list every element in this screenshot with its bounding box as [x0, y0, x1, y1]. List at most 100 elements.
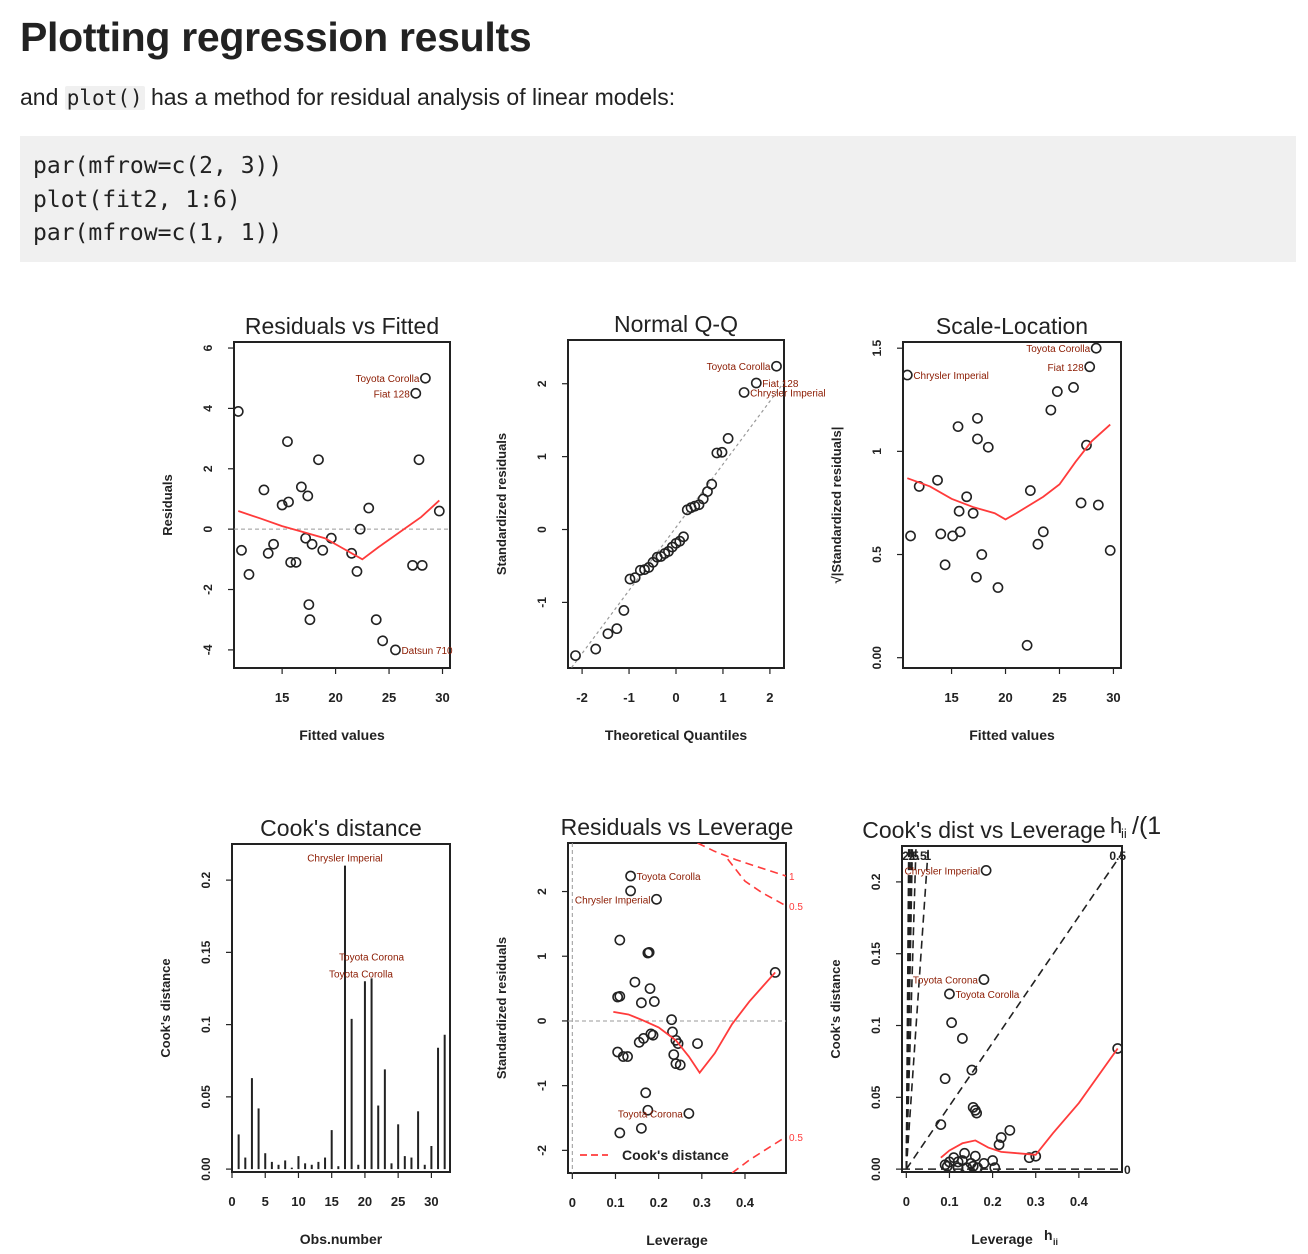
data-point: [670, 1034, 682, 1046]
data-point: [354, 523, 366, 535]
data-point: [618, 605, 630, 616]
data-point: [1030, 1150, 1042, 1162]
x-axis-label: Theoretical Quantiles: [605, 727, 748, 743]
data-point: [390, 644, 401, 656]
point-label: Toyota Corolla: [329, 969, 393, 980]
data-point: [980, 865, 992, 876]
y-tick-label: 0.2: [869, 873, 883, 890]
x-axis-label: Obs.number: [300, 1231, 383, 1247]
page-title: Plotting regression results: [20, 14, 532, 60]
y-tick-label: 0.05: [869, 1085, 883, 1109]
data-point: [644, 983, 656, 994]
data-point: [1104, 544, 1116, 556]
y-tick-label: 4: [201, 405, 215, 412]
data-point: [935, 1119, 947, 1131]
point-label: Chrysler Imperial: [913, 371, 989, 382]
data-point: [629, 976, 641, 988]
data-point: [611, 623, 623, 635]
y-tick-label: 0.00: [870, 646, 884, 670]
data-point: [769, 967, 781, 978]
smooth-line: [907, 423, 1111, 521]
data-point: [976, 549, 988, 560]
y-axis-label: Cook's distance: [158, 958, 173, 1057]
data-point: [1068, 381, 1079, 393]
panel-1: Residuals vs Fitted 15 20 25 30 -4 -2 0 2 4 6 Fitte…: [160, 313, 453, 743]
data-point: [771, 360, 782, 372]
y-tick-label: 0.2: [199, 871, 213, 888]
data-point: [944, 988, 955, 1000]
panel-title: Residuals vs Leverage: [561, 814, 794, 840]
data-point: [276, 499, 288, 511]
point-label: Chrysler Imperial: [575, 895, 651, 906]
data-point: [377, 635, 389, 647]
x-tick-label: 10: [291, 1194, 305, 1209]
data-point: [306, 538, 318, 550]
x-tick-label: 0.3: [693, 1195, 711, 1210]
plot-area: [903, 342, 1116, 651]
data-point: [285, 556, 297, 568]
plot-area: [237, 865, 446, 1170]
cook-distance-contour: [727, 858, 786, 907]
data-point: [590, 643, 602, 655]
data-point: [967, 1101, 979, 1113]
data-point: [625, 870, 636, 882]
data-point: [640, 1087, 652, 1099]
y-tick-label: 0: [535, 526, 549, 533]
data-point: [972, 433, 983, 445]
x-tick-label: -2: [576, 690, 588, 705]
plot-frame: [567, 842, 787, 1174]
data-point: [234, 406, 244, 417]
data-point: [648, 996, 660, 1007]
data-point: [625, 885, 636, 897]
data-point: [978, 974, 990, 985]
data-point: [966, 1064, 978, 1076]
data-point: [1081, 439, 1092, 451]
smooth-line: [237, 499, 440, 561]
point-label: Fiat 128: [374, 389, 411, 400]
x-axis-label: Fitted values: [969, 727, 1055, 743]
x-tick-label: 0: [569, 1195, 576, 1210]
cook-zero-label: 0: [1124, 1163, 1131, 1177]
data-point: [738, 387, 750, 398]
point-label: Toyota Corolla: [955, 990, 1019, 1001]
y-tick-label: 1: [535, 453, 549, 460]
data-point: [1112, 1043, 1122, 1054]
data-point: [643, 946, 655, 958]
point-label: Chrysler Imperial: [307, 854, 383, 865]
data-point: [1045, 404, 1057, 416]
data-point: [433, 505, 445, 517]
data-point: [617, 1051, 629, 1062]
data-point: [268, 538, 279, 550]
y-tick-label: -2: [535, 1145, 549, 1156]
x-tick-label: 0: [228, 1194, 235, 1209]
data-point: [952, 421, 964, 432]
point-label: Toyota Corolla: [637, 872, 701, 883]
y-axis-label: Cook's distance: [828, 959, 843, 1058]
intro-text-before: and: [20, 84, 65, 110]
data-point: [939, 559, 951, 571]
data-point: [972, 412, 983, 424]
point-label: Fiat 128: [1048, 363, 1085, 374]
plot-frame: [902, 341, 1122, 669]
y-tick-label: 6: [201, 344, 215, 351]
data-point: [614, 1127, 626, 1139]
x-tick-label: 0.1: [606, 1195, 624, 1210]
panel-4: Cook's distance 0 5 10 15 20 25 30 0.00 0.05 0.1 0.…: [158, 815, 451, 1247]
x-tick-label: 0.3: [1027, 1194, 1045, 1209]
data-point: [1032, 538, 1044, 550]
data-point: [407, 559, 418, 571]
y-axis-label: Residuals: [160, 474, 175, 535]
plot-area: [902, 846, 1122, 1172]
data-point: [750, 377, 762, 389]
cook-distance-contour: [731, 1136, 786, 1173]
cook-contour-label: 0.5: [1109, 849, 1126, 863]
panel-title: Cook's dist vs Leverage: [862, 817, 1105, 843]
intro-text: and plot() has a method for residual ana…: [20, 84, 675, 111]
cook-contour-label: 2.5: [902, 849, 919, 863]
y-tick-label: 0.00: [199, 1157, 213, 1181]
intro-inline-code: plot(): [64, 86, 145, 110]
cook-contour-label: 1.5: [910, 849, 927, 863]
cook-contour-label: 2: [909, 849, 916, 863]
data-point: [413, 454, 425, 466]
